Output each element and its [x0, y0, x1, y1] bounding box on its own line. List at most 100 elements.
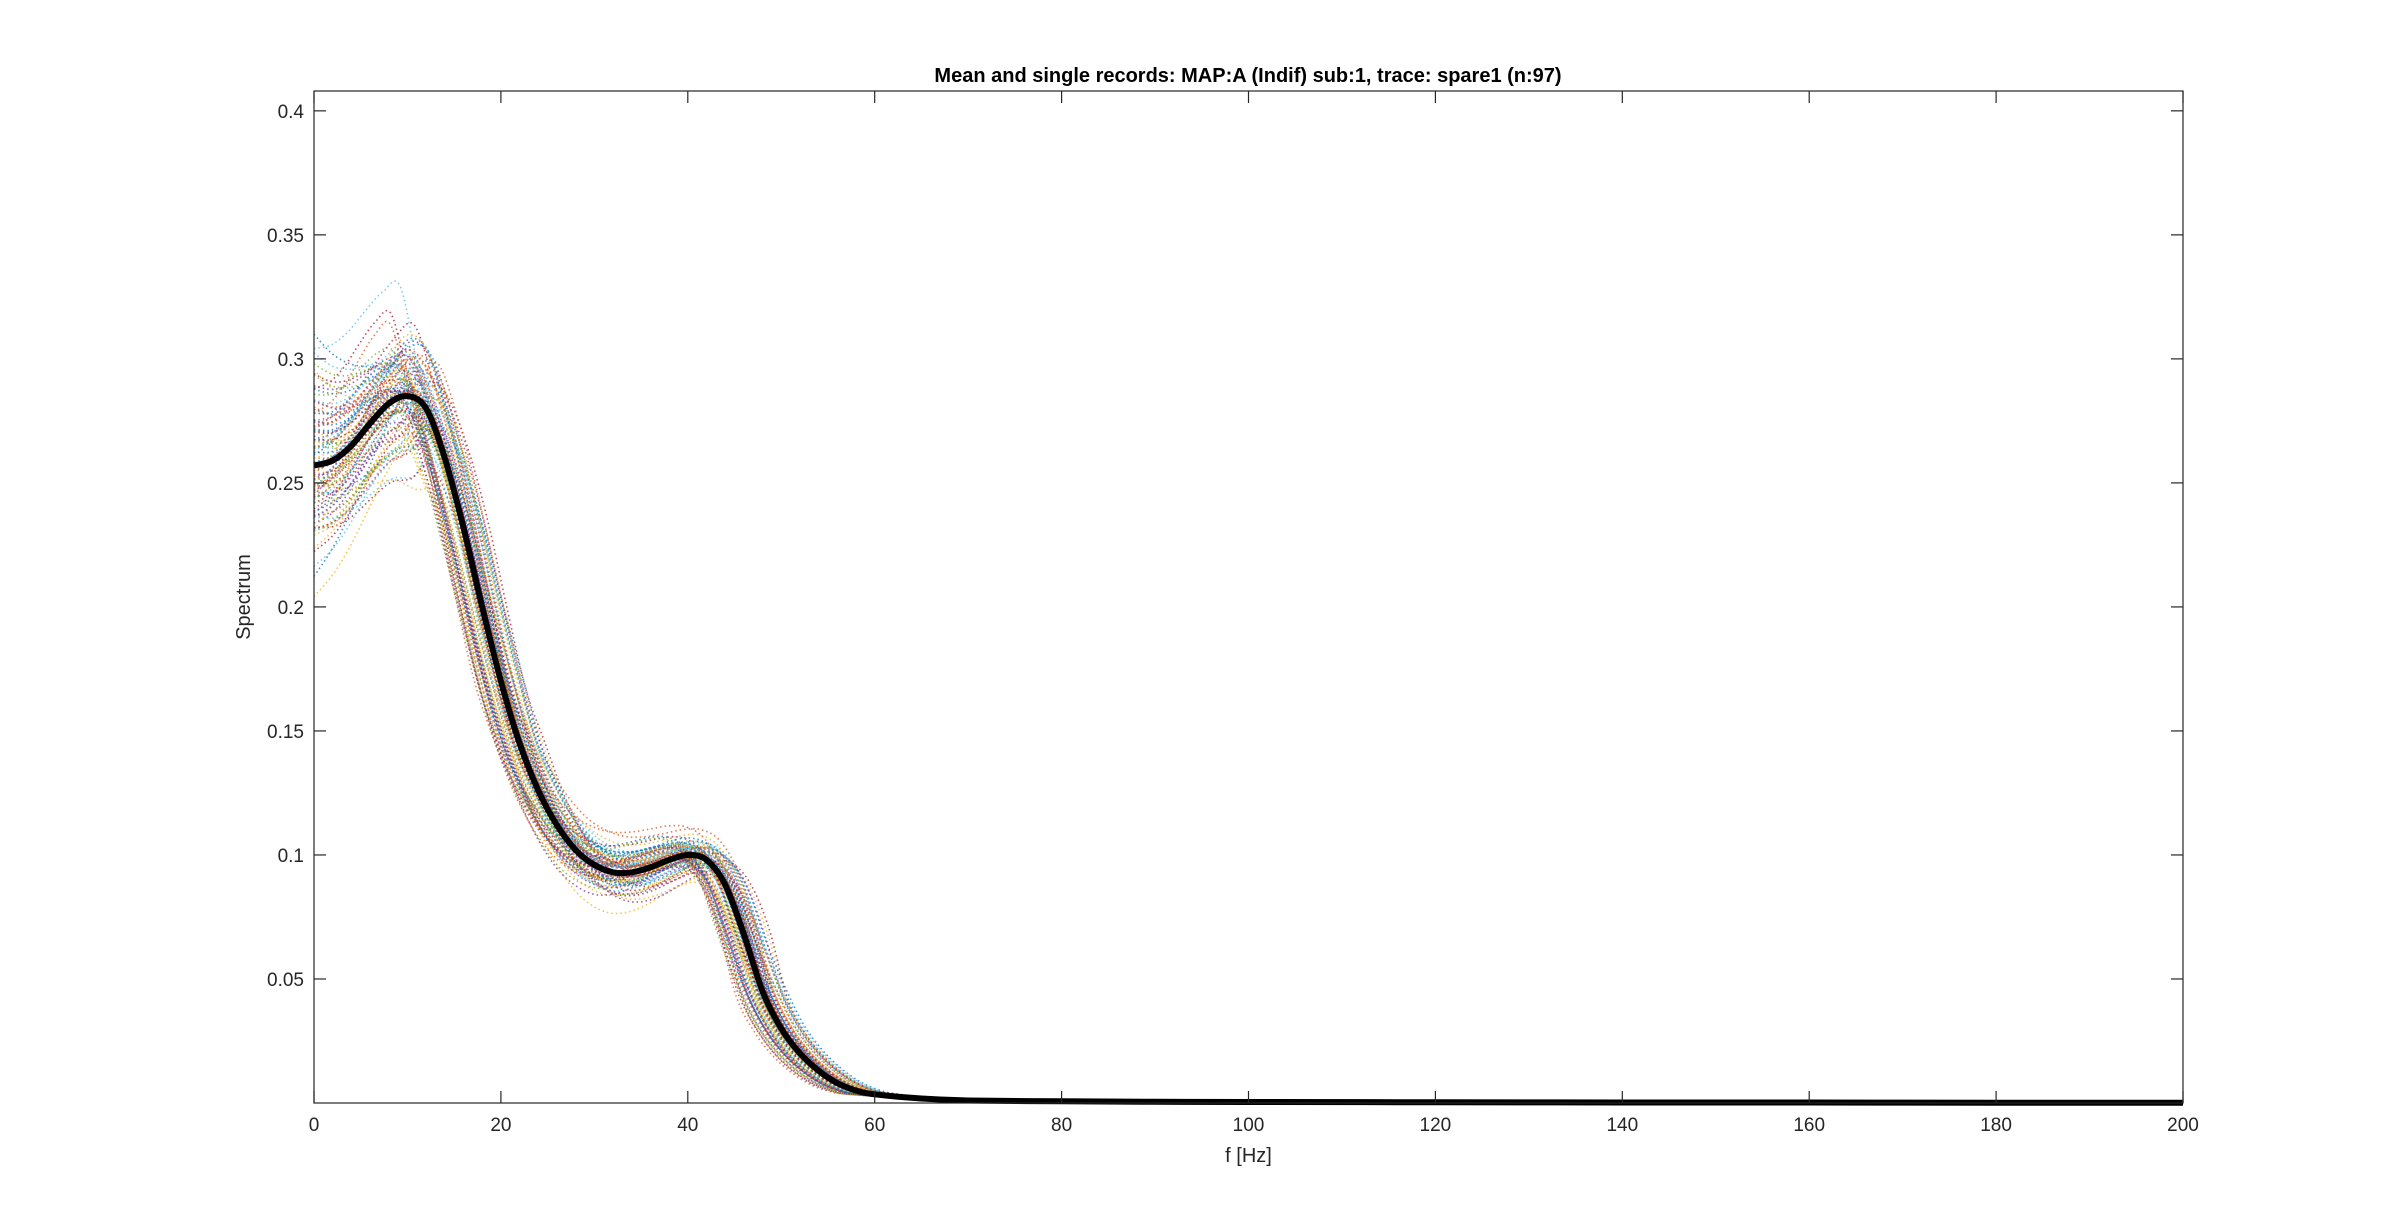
- single-records-group: [313, 280, 2184, 1104]
- single-record-line: [313, 360, 2184, 1104]
- single-record-line: [313, 387, 2184, 1104]
- single-record-line: [313, 370, 2184, 1104]
- single-record-line: [313, 340, 2184, 1104]
- single-record-line: [313, 389, 2184, 1104]
- y-tick-label: 0.35: [267, 226, 304, 247]
- single-record-line: [313, 430, 2184, 1104]
- single-record-line: [313, 401, 2184, 1104]
- single-record-line: [313, 353, 2184, 1104]
- single-record-line: [313, 322, 2184, 1104]
- single-record-line: [313, 280, 2184, 1104]
- single-record-line: [313, 361, 2184, 1104]
- single-record-line: [313, 389, 2184, 1104]
- single-record-line: [313, 382, 2184, 1104]
- single-record-line: [313, 378, 2184, 1104]
- single-record-line: [313, 378, 2184, 1104]
- single-record-line: [313, 416, 2184, 1104]
- single-record-line: [313, 390, 2184, 1104]
- single-record-line: [313, 337, 2184, 1104]
- y-tick-label: 0.15: [267, 722, 304, 743]
- y-tick-label: 0.1: [278, 846, 304, 867]
- single-record-line: [313, 410, 2184, 1104]
- single-record-line: [313, 390, 2184, 1104]
- single-record-line: [313, 377, 2184, 1104]
- single-record-line: [313, 363, 2184, 1104]
- single-record-line: [313, 389, 2184, 1104]
- y-tick-label: 0.2: [278, 598, 304, 619]
- y-tick-label: 0.05: [267, 970, 304, 991]
- chart-title: Mean and single records: MAP:A (Indif) s…: [934, 65, 1561, 87]
- single-record-line: [313, 354, 2184, 1104]
- single-record-line: [313, 421, 2184, 1104]
- single-record-line: [313, 374, 2184, 1104]
- single-record-line: [313, 369, 2184, 1104]
- single-record-line: [313, 408, 2184, 1104]
- single-record-line: [313, 385, 2184, 1104]
- single-record-line: [313, 346, 2184, 1104]
- single-record-line: [313, 399, 2184, 1104]
- single-record-line: [313, 390, 2184, 1104]
- single-record-line: [313, 408, 2184, 1104]
- single-record-line: [313, 432, 2184, 1104]
- single-record-line: [313, 382, 2184, 1104]
- single-record-line: [313, 364, 2184, 1104]
- single-record-line: [313, 357, 2184, 1104]
- mean-series-line: [313, 392, 2184, 1106]
- single-record-line: [313, 401, 2184, 1104]
- single-record-line: [313, 333, 2184, 1104]
- single-record-line: [313, 427, 2184, 1104]
- single-record-line: [313, 360, 2184, 1104]
- single-record-line: [313, 367, 2184, 1104]
- single-record-line: [313, 388, 2184, 1104]
- single-record-line: [313, 396, 2184, 1104]
- single-record-line: [313, 456, 2184, 1104]
- single-record-line: [313, 428, 2184, 1104]
- single-record-line: [313, 343, 2184, 1104]
- single-record-line: [313, 370, 2184, 1104]
- single-record-line: [313, 349, 2184, 1104]
- single-record-line: [313, 309, 2184, 1104]
- single-record-line: [313, 423, 2184, 1104]
- single-record-line: [313, 429, 2184, 1104]
- single-record-line: [313, 367, 2184, 1104]
- axes-box: [313, 90, 2184, 1104]
- single-record-line: [313, 427, 2184, 1104]
- single-record-line: [313, 411, 2184, 1104]
- single-record-line: [313, 352, 2184, 1104]
- single-record-line: [313, 351, 2184, 1104]
- x-tick-label: 40: [677, 1115, 698, 1136]
- single-record-line: [313, 365, 2184, 1104]
- single-record-line: [313, 343, 2184, 1104]
- single-record-line: [313, 434, 2184, 1104]
- single-record-line: [313, 388, 2184, 1104]
- single-record-line: [313, 378, 2184, 1104]
- single-record-line: [313, 362, 2184, 1104]
- x-tick-label: 120: [1420, 1115, 1452, 1136]
- single-record-line: [313, 387, 2184, 1104]
- single-record-line: [313, 400, 2184, 1104]
- single-record-line: [313, 394, 2184, 1104]
- axis-ticks-group: 0 20 40 60 80 100 120 140 160 180 200 0.05 0.1 0.15 0.…: [267, 91, 2199, 1136]
- single-record-line: [313, 379, 2184, 1104]
- x-tick-label: 0: [309, 1115, 320, 1136]
- single-record-line: [313, 408, 2184, 1104]
- single-record-line: [313, 408, 2184, 1104]
- single-record-line: [313, 377, 2184, 1104]
- single-record-line: [313, 437, 2184, 1104]
- single-record-line: [313, 364, 2184, 1104]
- y-tick-label: 0.3: [278, 350, 304, 371]
- single-record-line: [313, 407, 2184, 1104]
- single-record-line: [313, 333, 2184, 1104]
- x-tick-label: 20: [490, 1115, 511, 1136]
- single-record-line: [313, 354, 2184, 1104]
- single-record-line: [313, 400, 2184, 1104]
- y-tick-label: 0.25: [267, 474, 304, 495]
- single-record-line: [313, 369, 2184, 1104]
- single-record-line: [313, 426, 2184, 1104]
- single-record-line: [313, 410, 2184, 1104]
- single-record-line: [313, 359, 2184, 1104]
- mean-series-group: [313, 392, 2184, 1106]
- x-tick-label: 60: [864, 1115, 885, 1136]
- single-record-line: [313, 320, 2184, 1104]
